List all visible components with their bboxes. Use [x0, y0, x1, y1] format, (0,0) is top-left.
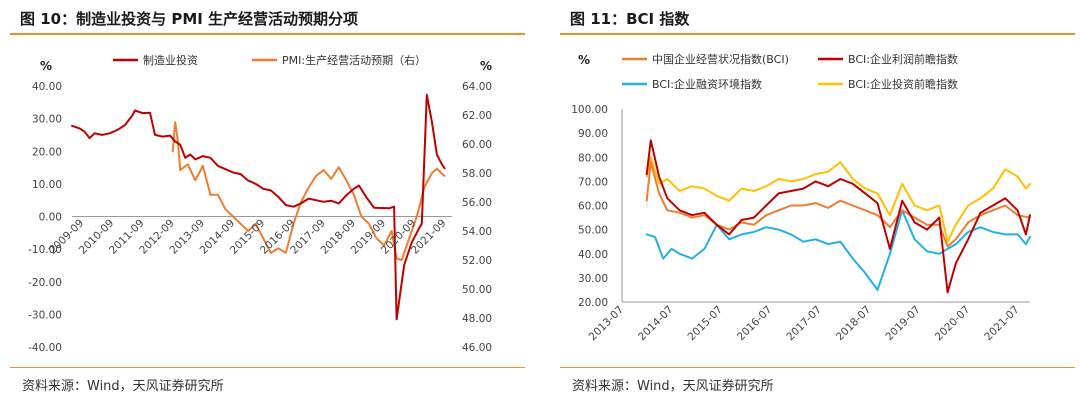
series-line-pmi-expectation: [171, 121, 446, 261]
x-axis-tick-label: 2021-07: [982, 304, 1022, 344]
x-axis-tick-label: 2019-07: [883, 304, 923, 344]
x-axis-tick-label: 2014-07: [636, 304, 676, 344]
x-axis-tick-label: 2020-07: [933, 304, 973, 344]
left-axis-tick-label: 40.00: [32, 81, 62, 93]
series-line-profit-outlook: [645, 139, 1031, 294]
figure-11-title: 图 11：BCI 指数: [570, 10, 690, 28]
right-axis-tick-label: 56.00: [462, 197, 492, 209]
x-axis-tick-label: 2017-07: [784, 304, 824, 344]
y-axis-tick-label: 60.00: [578, 201, 608, 213]
legend-bci-label: 中国企业经营状况指数(BCI): [652, 52, 789, 66]
x-axis-tick-label: 2013-07: [587, 304, 627, 344]
title-rule: [10, 33, 525, 35]
legend-profit-outlook-label: BCI:企业利润前瞻指数: [848, 52, 958, 66]
right-axis-unit: %: [480, 59, 492, 73]
y-axis-tick-label: 50.00: [578, 225, 608, 237]
x-axis-tick-label: 2016-07: [735, 304, 775, 344]
source-rule: [10, 367, 525, 368]
figure-11-source: 资料来源：Wind，天风证券研究所: [572, 379, 774, 394]
right-axis-tick-label: 60.00: [462, 139, 492, 151]
series-line-financing-env: [645, 209, 1031, 291]
left-axis-unit: %: [40, 59, 52, 73]
right-axis-tick-label: 46.00: [462, 342, 492, 354]
left-axis-tick-label: 30.00: [32, 114, 62, 126]
right-axis-tick-label: 58.00: [462, 168, 492, 180]
right-axis-tick-label: 62.00: [462, 110, 492, 122]
right-axis-tick-label: 52.00: [462, 255, 492, 267]
figure-10-title: 图 10：制造业投资与 PMI 生产经营活动预期分项: [20, 10, 359, 28]
left-axis-tick-label: -40.00: [28, 342, 62, 354]
figure-10-source: 资料来源：Wind，天风证券研究所: [22, 379, 224, 394]
right-axis-tick-label: 54.00: [462, 226, 492, 238]
legend-investment-outlook-label: BCI:企业投资前瞻指数: [848, 77, 958, 91]
legend-financing-env-label: BCI:企业融资环境指数: [652, 77, 762, 91]
series-line-manufacturing-investment: [71, 93, 446, 321]
figure-10-panel: 图 10：制造业投资与 PMI 生产经营活动预期分项 %% 制造业投资 PMI:生产…: [0, 0, 530, 403]
left-axis-tick-label: -20.00: [28, 277, 62, 289]
series-line-investment-outlook: [645, 156, 1031, 243]
figure-11-panel: 图 11：BCI 指数 % 中国企业经营状况指数(BCI) BCI:企业利润前瞻指数…: [550, 0, 1080, 403]
left-axis-tick-label: -30.00: [28, 309, 62, 321]
source-rule: [560, 367, 1075, 368]
legend-label-pmi-expectation: PMI:生产经营活动预期（右）: [282, 53, 426, 67]
left-axis-tick-label: 0.00: [39, 212, 62, 224]
y-axis-tick-label: 90.00: [578, 128, 608, 140]
y-axis-tick-label: 100.00: [571, 104, 608, 116]
series-line-bci: [645, 161, 1031, 248]
y-axis-tick-label: 70.00: [578, 176, 608, 188]
left-axis-tick-label: -10.00: [28, 244, 62, 256]
y-axis-tick-label: 20.00: [578, 297, 608, 309]
right-axis-tick-label: 50.00: [462, 284, 492, 296]
y-axis-tick-label: 40.00: [578, 249, 608, 261]
right-axis-tick-label: 64.00: [462, 81, 492, 93]
left-axis-tick-label: 10.00: [32, 179, 62, 191]
y-axis-unit: %: [578, 53, 590, 67]
x-axis-tick-label: 2018-07: [834, 304, 874, 344]
left-axis-tick-label: 20.00: [32, 146, 62, 158]
figure-10-chart: % % 制造业投资 PMI:生产经营活动预期（右） 40.00 30.00 20.00 10.…: [28, 53, 492, 354]
y-axis-tick-label: 30.00: [578, 273, 608, 285]
right-axis-tick-label: 48.00: [462, 313, 492, 325]
y-axis-tick-label: 80.00: [578, 152, 608, 164]
title-rule: [560, 33, 1075, 35]
figure-11-chart: % 中国企业经营状况指数(BCI) BCI:企业利润前瞻指数 BCI:企业融资环境指数…: [571, 52, 1031, 344]
x-axis-tick-label: 2015-07: [686, 304, 726, 344]
legend-label-manufacturing-investment: 制造业投资: [143, 53, 198, 67]
